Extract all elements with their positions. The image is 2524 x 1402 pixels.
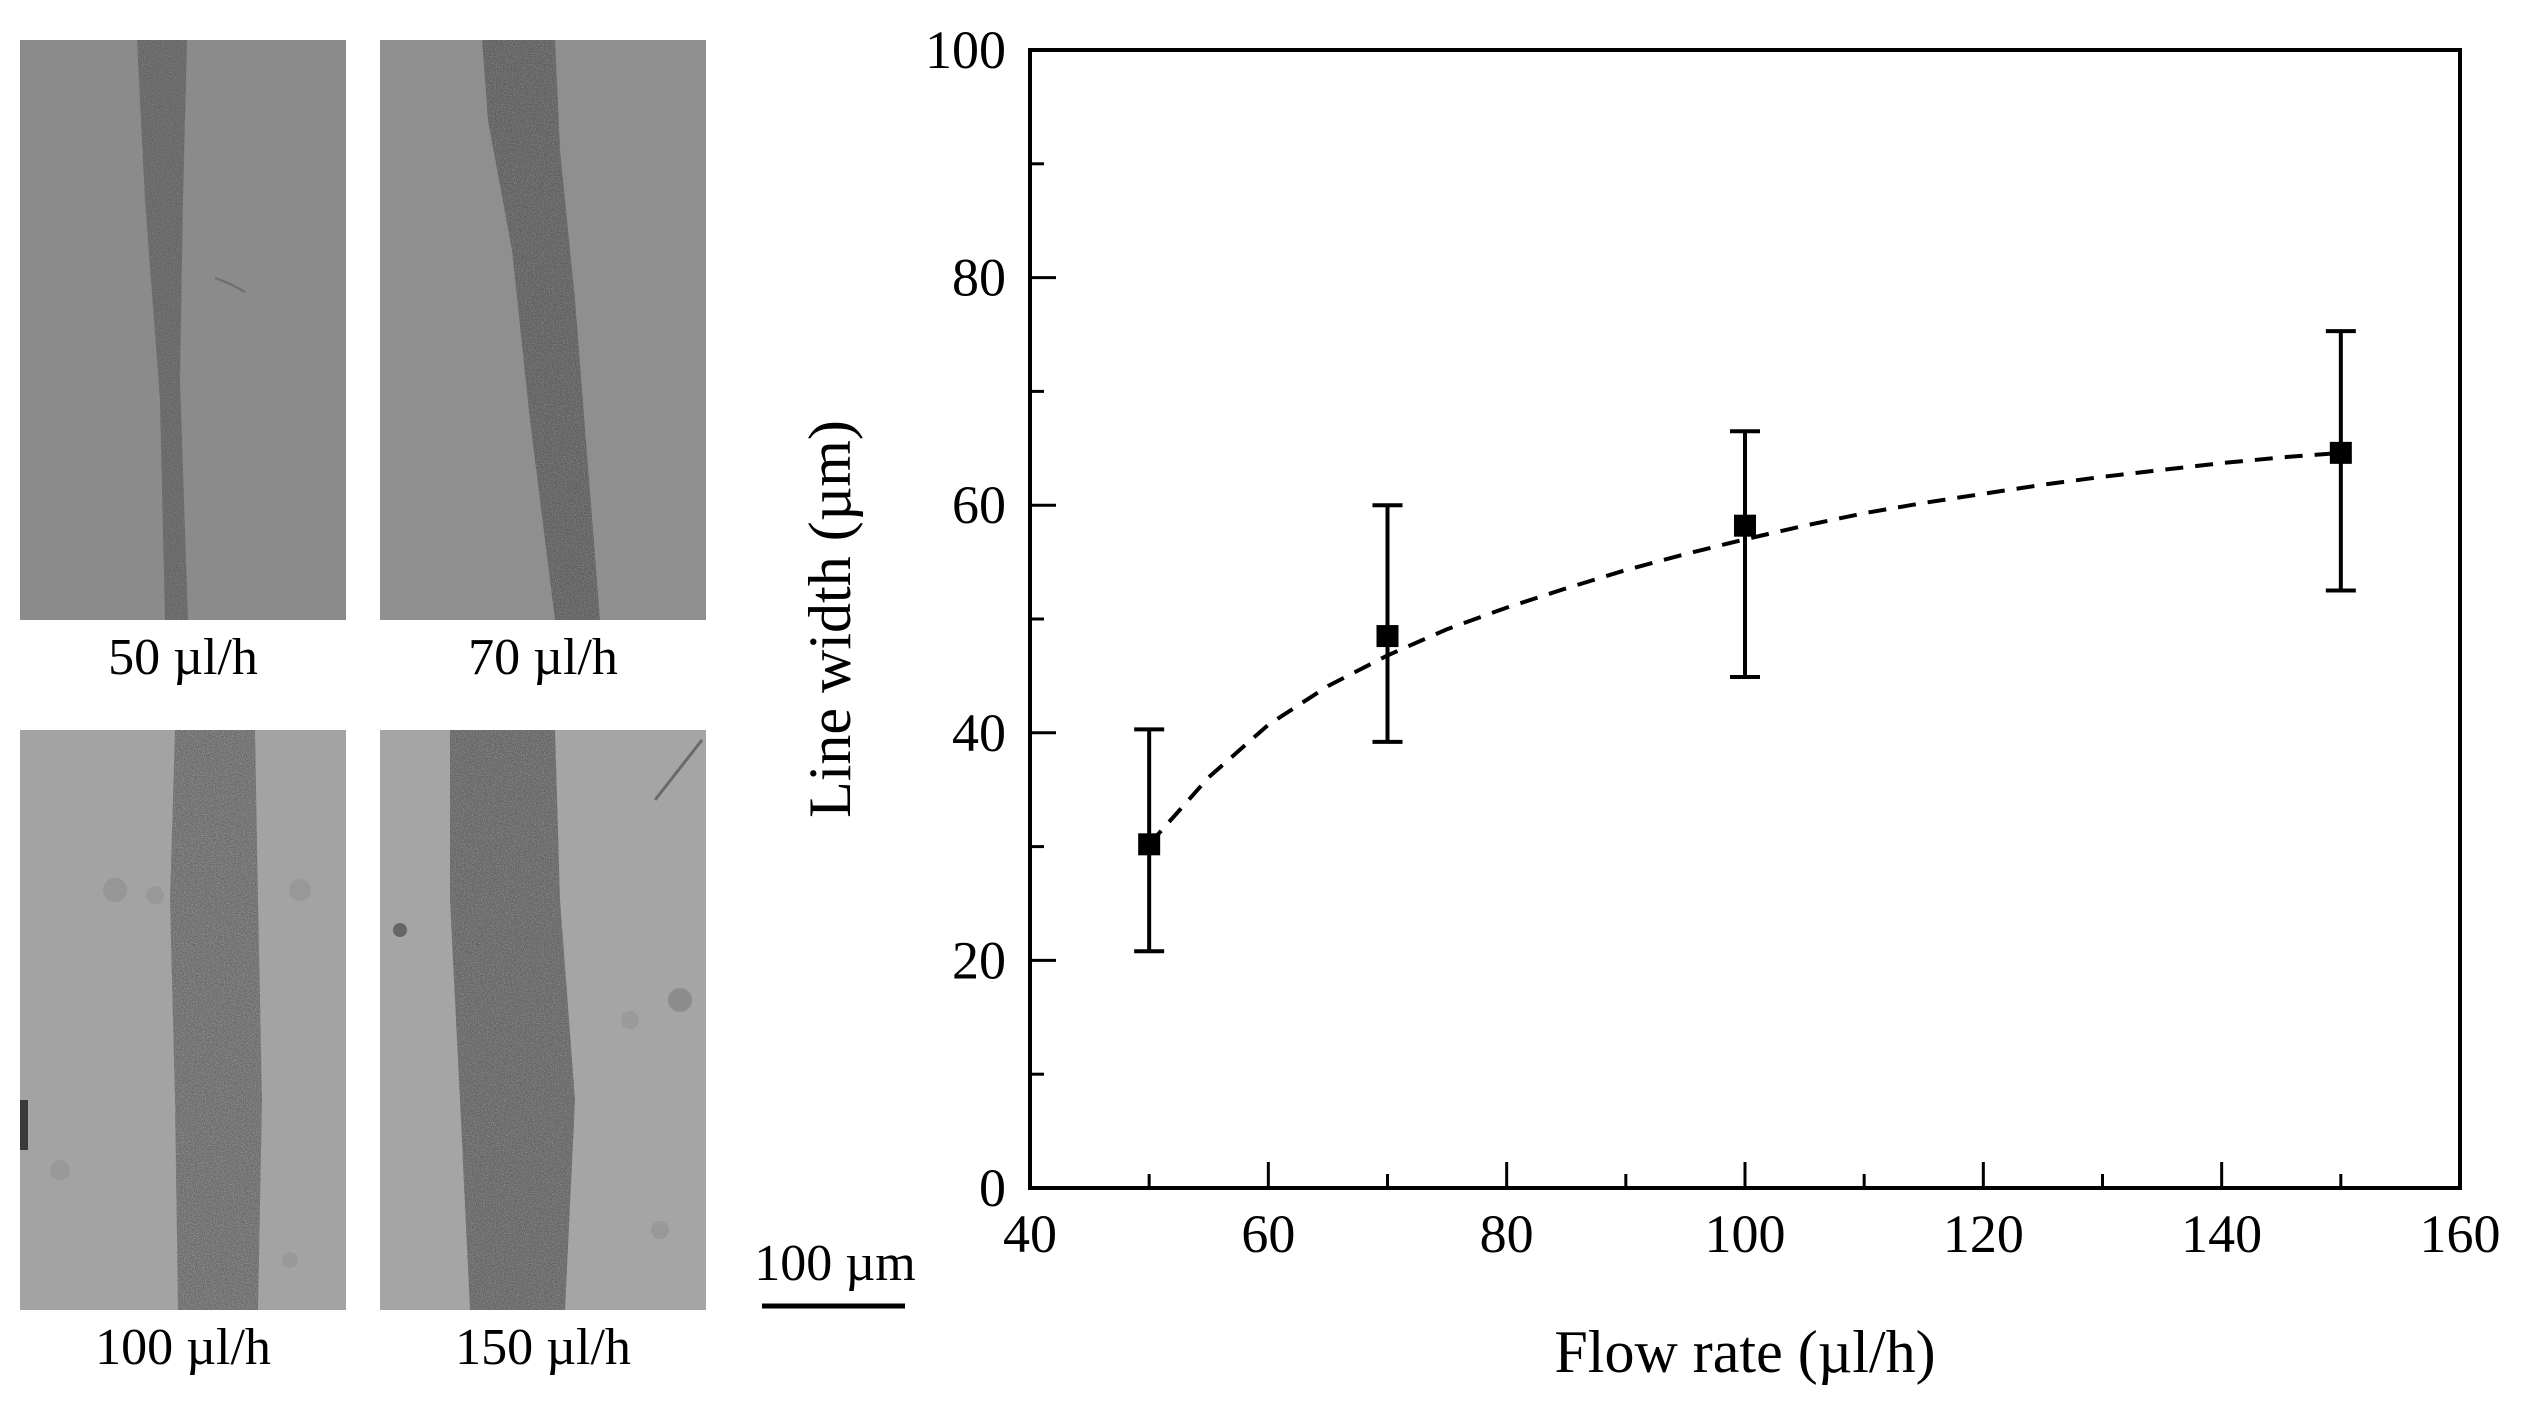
y-tick-label: 80 (952, 248, 1006, 308)
micrograph-100 (20, 730, 346, 1310)
y-tick-label: 40 (952, 703, 1006, 763)
micrograph-label-70: 70 µl/h (468, 629, 618, 686)
micrograph-label-50: 50 µl/h (108, 629, 258, 686)
y-axis-title: Line width (µm) (797, 420, 863, 818)
x-tick-label: 60 (1241, 1204, 1295, 1264)
micrograph-70 (380, 40, 706, 620)
x-tick-label: 100 (1705, 1204, 1786, 1264)
error-bars (1134, 329, 2356, 954)
axis-ticks (1028, 48, 2462, 1190)
x-tick-labels: 40 60 80 100 120 140 160 (1003, 1204, 2501, 1264)
data-points (1138, 441, 2352, 856)
y-tick-labels: 0 20 40 60 80 100 (925, 20, 1006, 1218)
x-tick-label: 40 (1003, 1204, 1057, 1264)
micrograph-150 (380, 730, 706, 1310)
error-bar (1730, 429, 1760, 680)
data-point (1376, 625, 1399, 648)
micrograph-label-150: 150 µl/h (455, 1319, 631, 1376)
y-tick-label: 20 (952, 930, 1006, 990)
data-point (1734, 514, 1756, 537)
micrograph-50 (20, 40, 346, 620)
y-tick-label: 60 (952, 475, 1006, 535)
x-axis-title: Flow rate (µl/h) (1554, 1319, 1935, 1385)
data-point (2329, 441, 2352, 464)
x-tick-label: 160 (2420, 1204, 2501, 1264)
x-tick-label: 120 (1943, 1204, 2024, 1264)
micrograph-label-100: 100 µl/h (95, 1319, 271, 1376)
y-tick-label: 0 (979, 1158, 1006, 1218)
y-tick-label: 100 (925, 20, 1006, 80)
scale-bar-label: 100 µm (754, 1235, 915, 1292)
line-width-chart: 40 60 80 100 120 140 160 0 20 40 60 80 100 Flow rat… (797, 20, 2501, 1385)
fit-curve (1147, 450, 2341, 846)
error-bar (1372, 503, 1403, 744)
x-tick-label: 80 (1480, 1204, 1534, 1264)
data-point (1138, 833, 1161, 856)
x-tick-label: 140 (2181, 1204, 2262, 1264)
